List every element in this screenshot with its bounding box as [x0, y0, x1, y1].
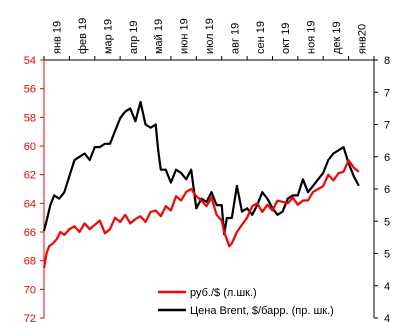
right-axis: 8 7 7 6 6 5 5 4 4 — [374, 55, 390, 322]
x-tick-label: ноя 19 — [306, 21, 318, 54]
x-tick-label: окт 19 — [280, 23, 292, 54]
left-tick-label: 56 — [24, 84, 36, 96]
x-axis-ticks: янв 19 фев 19 мар 19 апр 19 май 19 июн 19 июл … — [43, 18, 375, 60]
left-tick-label: 54 — [24, 55, 36, 67]
x-tick-label: июн 19 — [179, 18, 191, 54]
series-lines — [42, 100, 360, 268]
legend: руб./$ (л.шк.) Цена Brent, $/барр. (пр. … — [158, 287, 334, 317]
x-tick-label: дек 19 — [331, 21, 343, 54]
chart-frame — [43, 59, 375, 318]
x-tick-label: мар 19 — [102, 19, 114, 54]
right-tick-label: 6 — [384, 184, 390, 196]
right-tick-label: 4 — [384, 281, 390, 293]
left-tick-label: 72 — [24, 313, 36, 322]
left-axis: 54 56 58 60 62 64 66 68 70 72 — [24, 55, 44, 322]
x-tick-label: янв20 — [356, 24, 368, 54]
left-tick-label: 60 — [24, 141, 36, 153]
x-tick-label: сен 19 — [255, 21, 267, 54]
x-tick-label: авг 19 — [229, 23, 241, 54]
legend-label-rub: руб./$ (л.шк.) — [190, 287, 257, 299]
left-tick-label: 58 — [24, 112, 36, 124]
legend-label-brent: Цена Brent, $/барр. (пр. шк.) — [190, 305, 334, 317]
series-line-rub — [42, 159, 360, 268]
series-line-brent — [42, 100, 360, 236]
x-tick-label: янв 19 — [52, 21, 64, 54]
right-tick-label: 6 — [384, 152, 390, 164]
right-tick-label: 7 — [384, 120, 390, 132]
x-tick-label: фев 19 — [77, 18, 89, 54]
left-tick-label: 68 — [24, 256, 36, 268]
x-tick-label: июл 19 — [204, 18, 216, 54]
left-tick-label: 64 — [24, 198, 36, 210]
right-tick-label: 8 — [384, 55, 390, 67]
right-tick-label: 5 — [384, 216, 390, 228]
x-tick-label: май 19 — [153, 19, 165, 54]
x-tick-label: апр 19 — [128, 21, 140, 54]
right-tick-label: 4 — [384, 313, 390, 322]
right-tick-label: 5 — [384, 249, 390, 261]
right-tick-label: 7 — [384, 87, 390, 99]
left-tick-label: 70 — [24, 284, 36, 296]
left-tick-label: 66 — [24, 227, 36, 239]
left-tick-label: 62 — [24, 170, 36, 182]
